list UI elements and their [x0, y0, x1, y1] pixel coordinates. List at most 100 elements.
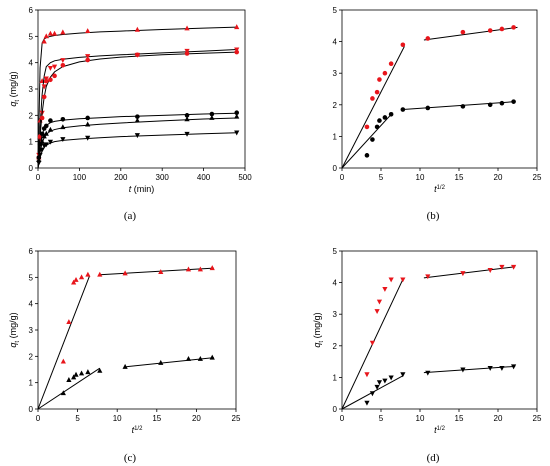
data-point: [197, 355, 203, 361]
y-tick-label: 1: [333, 373, 338, 382]
x-axis-title: t1/2: [434, 425, 446, 435]
x-tick-label: 500: [238, 173, 252, 182]
panel-caption: (a): [124, 210, 137, 222]
fit-curve: [37, 26, 237, 169]
y-tick-label: 0: [29, 164, 34, 173]
data-point: [134, 26, 140, 32]
data-point: [134, 117, 140, 123]
data-point: [60, 63, 66, 68]
data-point: [97, 271, 103, 277]
data-point: [388, 375, 394, 381]
data-point: [36, 160, 42, 166]
y-tick-label: 5: [333, 247, 338, 256]
data-point: [73, 276, 79, 282]
data-point: [400, 107, 406, 112]
plot-frame: [341, 250, 538, 410]
data-point: [382, 70, 388, 76]
data-point: [85, 135, 91, 141]
data-point: [41, 94, 47, 100]
fit-line: [423, 365, 516, 374]
x-axis-title: t1/2: [434, 184, 446, 194]
data-point: [370, 137, 375, 142]
x-tick-label: 15: [455, 414, 464, 423]
data-point: [234, 113, 240, 119]
x-tick-label: 5: [75, 414, 80, 423]
data-point: [52, 73, 57, 79]
data-point: [51, 30, 58, 36]
x-tick-label: 10: [416, 173, 425, 182]
data-point: [209, 111, 215, 117]
data-point: [48, 118, 53, 123]
x-axis-title: t (min): [129, 184, 155, 194]
fit-line: [341, 46, 405, 169]
y-tick-label: 4: [333, 38, 338, 47]
data-point: [135, 114, 140, 119]
x-tick-label: 400: [197, 173, 211, 182]
data-point: [60, 58, 66, 64]
x-tick-label: 0: [36, 414, 41, 423]
y-tick-label: 1: [333, 132, 338, 141]
fit-curve: [37, 51, 237, 169]
data-point: [388, 277, 394, 283]
y-axis-title: qt (mg/g): [312, 312, 325, 347]
data-point: [511, 99, 516, 104]
fit-line: [423, 266, 516, 279]
data-point: [85, 271, 91, 277]
x-tick-label: 15: [152, 414, 161, 423]
data-point: [377, 77, 382, 82]
y-tick-label: 4: [333, 279, 338, 288]
data-point: [369, 340, 376, 346]
data-point: [499, 264, 505, 270]
data-point: [71, 374, 77, 380]
y-tick-label: 6: [29, 6, 34, 15]
x-tick-label: 25: [232, 414, 241, 423]
data-point: [197, 266, 203, 272]
data-point: [73, 371, 79, 377]
data-point: [185, 266, 192, 272]
data-point: [425, 370, 431, 376]
data-point: [425, 36, 431, 41]
x-tick-label: 0: [340, 414, 345, 423]
data-point: [209, 265, 215, 271]
data-point: [400, 277, 406, 283]
y-tick-label: 2: [333, 342, 338, 351]
y-axis-title: qt (mg/g): [8, 71, 21, 106]
data-point: [388, 111, 394, 117]
data-point: [158, 269, 164, 275]
panel-caption: (b): [427, 210, 440, 222]
fit-line: [37, 367, 101, 410]
x-tick-label: 15: [455, 173, 464, 182]
data-point: [364, 153, 370, 158]
x-tick-label: 25: [533, 173, 542, 182]
data-point: [499, 100, 505, 106]
data-point: [60, 358, 66, 364]
data-point: [369, 391, 376, 397]
panel-b: 0 5 10 15 20 25 0 1 2 3 4 5 t1/2 (b): [333, 6, 542, 222]
y-tick-label: 0: [29, 405, 34, 414]
y-tick-label: 1: [29, 379, 34, 388]
data-point: [78, 274, 85, 280]
panel-caption: (d): [427, 452, 440, 464]
data-point: [60, 390, 66, 396]
data-point: [47, 139, 54, 145]
y-tick-label: 2: [333, 101, 338, 110]
data-point: [39, 115, 45, 121]
y-tick-label: 4: [29, 59, 34, 68]
data-point: [43, 123, 49, 129]
data-point: [41, 133, 47, 139]
data-point: [234, 110, 240, 115]
data-point: [43, 78, 49, 84]
data-point: [511, 25, 516, 30]
data-point: [43, 33, 49, 39]
data-point: [39, 131, 45, 137]
data-point: [364, 124, 370, 130]
data-point: [85, 54, 91, 60]
fit-line: [99, 267, 214, 276]
data-point: [388, 61, 394, 67]
data-point: [43, 130, 49, 136]
data-point: [60, 116, 66, 122]
data-point: [60, 29, 66, 35]
x-tick-label: 5: [379, 414, 384, 423]
data-point: [460, 271, 466, 277]
x-tick-label: 10: [416, 414, 425, 423]
